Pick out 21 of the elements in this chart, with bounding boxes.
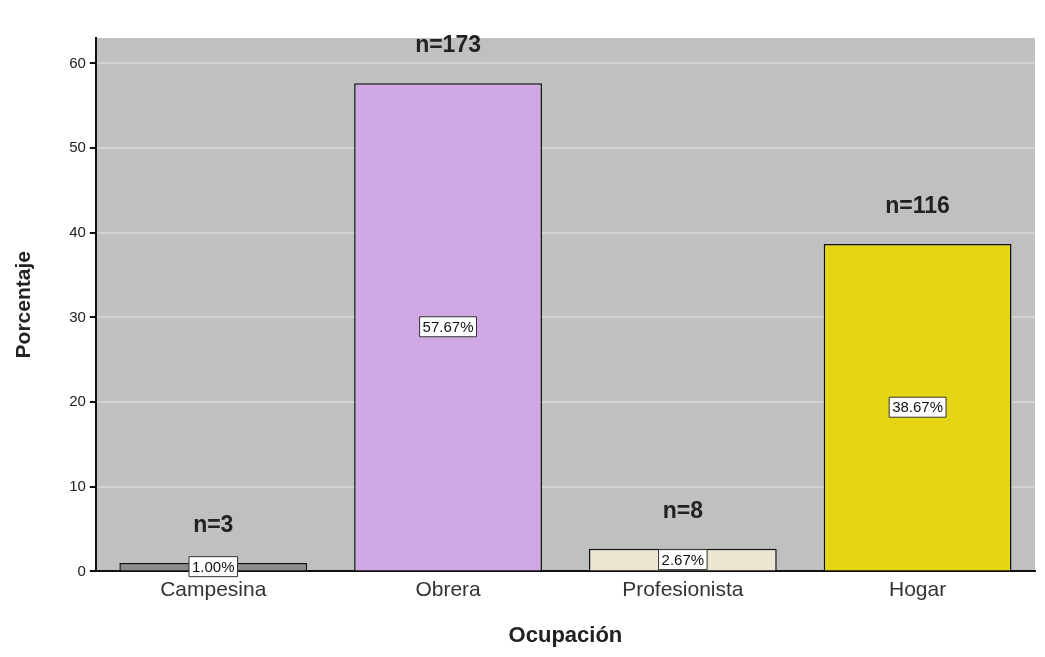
data-label: 2.67% — [661, 550, 705, 568]
x-tick-label: Campesina — [160, 576, 267, 600]
x-tick-label: Hogar — [889, 576, 947, 600]
data-label: 38.67% — [892, 398, 944, 416]
y-tick-label: 50 — [69, 138, 86, 156]
y-tick-label: 20 — [69, 392, 86, 410]
x-tick-label: Profesionista — [622, 576, 744, 600]
x-tick-label: Obrera — [415, 576, 482, 600]
y-tick-label: 0 — [77, 561, 86, 579]
data-label: 1.00% — [192, 557, 235, 575]
annotation: n=8 — [662, 496, 704, 523]
y-tick-label: 10 — [69, 476, 86, 494]
x-axis-title: Ocupación — [508, 621, 623, 647]
y-tick-label: 40 — [69, 222, 86, 240]
y-tick-label: 30 — [69, 307, 86, 325]
annotation: n=116 — [885, 191, 950, 218]
annotation: n=3 — [193, 510, 234, 537]
y-axis-title: Porcentaje — [11, 251, 35, 359]
data-label: 57.67% — [422, 317, 474, 335]
y-tick-label: 60 — [69, 53, 86, 71]
annotation: n=173 — [415, 30, 481, 57]
